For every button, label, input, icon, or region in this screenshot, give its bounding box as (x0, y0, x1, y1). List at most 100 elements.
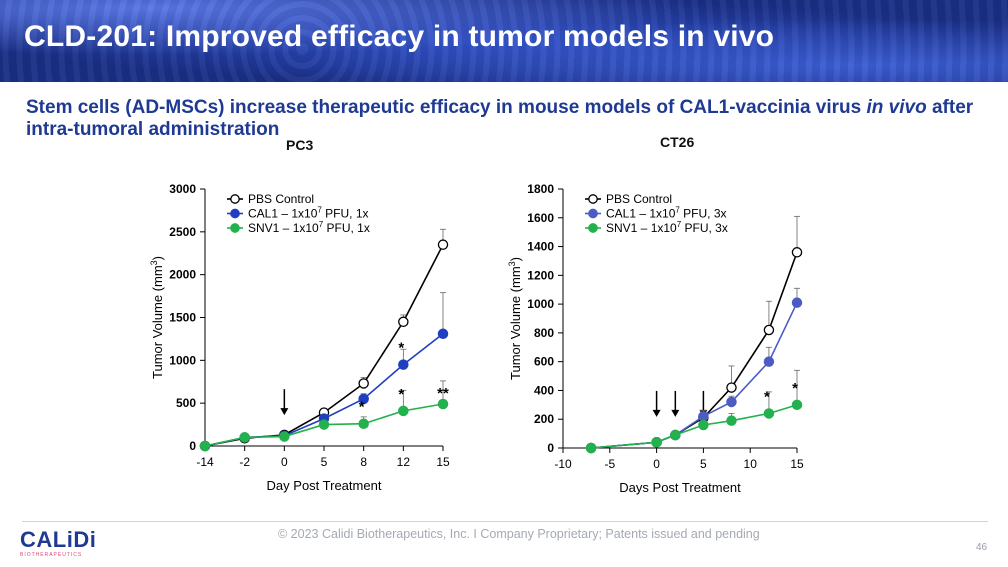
y-axis-label: Tumor Volume (mm3) (149, 256, 165, 379)
data-point (791, 297, 803, 308)
y-tick-label: 1800 (527, 182, 554, 196)
x-tick-label: 0 (281, 455, 288, 469)
legend-label: PBS Control (248, 192, 314, 206)
y-tick-label: 2500 (169, 225, 196, 239)
legend-marker (588, 208, 598, 219)
y-tick-label: 400 (534, 383, 554, 397)
legend-label-sup: 7 (675, 206, 680, 215)
subtitle-text-before: Stem cells (AD-MSCs) increase therapeuti… (26, 97, 867, 118)
legend-label: CAL1 – 1x107 PFU, 3x (606, 206, 727, 221)
y-tick-label: 800 (534, 326, 554, 340)
significance-marker: * (398, 340, 404, 357)
data-point (670, 429, 681, 441)
legend-label-text: PBS Control (606, 192, 672, 206)
x-axis-label: Day Post Treatment (267, 478, 382, 493)
x-tick-label: -2 (239, 455, 250, 469)
y-axis-label-text: Tumor Volume (mm (150, 265, 165, 379)
data-point (358, 418, 369, 429)
legend-label: PBS Control (606, 192, 672, 206)
data-point (199, 440, 211, 452)
treatment-arrow-head (280, 408, 289, 416)
legend-marker (230, 194, 240, 204)
treatment-arrow-head (652, 409, 661, 417)
data-point (437, 239, 449, 250)
x-tick-label: 10 (744, 457, 758, 471)
data-point (358, 378, 369, 389)
legend-label: SNV1 – 1x107 PFU, 1x (248, 220, 370, 235)
x-tick-label: 8 (360, 455, 367, 469)
legend-marker (230, 208, 240, 219)
legend-label-sup: 7 (319, 220, 324, 229)
x-tick-label: 5 (321, 455, 328, 469)
y-tick-label: 1200 (527, 268, 554, 282)
pc3-chart: 0 500 1000 1500 2000 2500 3000 -14 -2 0 5 8 12 15 Day … (149, 182, 450, 493)
significance-marker: * (764, 388, 770, 405)
y-tick-label: 1400 (527, 240, 554, 254)
y-tick-label: 1000 (527, 297, 554, 311)
legend-label-suffix: PFU, 3x (681, 221, 728, 235)
data-point (318, 419, 330, 430)
data-point (651, 436, 662, 448)
y-axis-label-sup: 3 (507, 261, 517, 266)
data-point (726, 396, 737, 408)
significance-marker: * (359, 399, 365, 416)
y-tick-label: 600 (534, 355, 554, 369)
data-point (791, 247, 803, 258)
x-tick-label: -5 (604, 457, 615, 471)
significance-marker: * (398, 386, 404, 403)
subtitle-text-after: after intra-tumoral administration (26, 97, 974, 140)
legend-label-suffix: PFU, 3x (680, 207, 727, 221)
y-axis-label-sup: 3 (149, 260, 159, 265)
data-point (763, 408, 775, 419)
data-point (763, 324, 775, 336)
legend-label-sup: 7 (317, 206, 322, 215)
legend-label-sup: 7 (677, 220, 682, 229)
legend-label-suffix: PFU, 1x (323, 221, 370, 235)
legend-label: SNV1 – 1x107 PFU, 3x (606, 220, 728, 235)
legend-marker (588, 194, 598, 204)
significance-marker: * (792, 380, 798, 397)
x-tick-label: 12 (397, 455, 411, 469)
ct26-chart: 0 200 400 600 800 1000 1200 1400 1600 1800 -10 -5 0 5… (507, 182, 804, 495)
legend-label-text: PBS Control (248, 192, 314, 206)
data-point (698, 419, 709, 431)
header-banner (0, 0, 1008, 82)
y-axis-label: Tumor Volume (mm3) (507, 257, 523, 380)
data-point (791, 399, 803, 411)
legend-label-text: CAL1 – 1x10 (248, 207, 318, 221)
x-tick-label: 15 (790, 457, 804, 471)
footer-divider (22, 521, 988, 522)
data-point (437, 398, 449, 410)
legend-label-text: CAL1 – 1x10 (606, 207, 676, 221)
y-tick-label: 200 (534, 412, 554, 426)
significance-marker: ** (437, 385, 449, 402)
x-tick-label: -14 (196, 455, 214, 469)
data-point (726, 382, 737, 393)
data-point (437, 328, 449, 340)
calidi-logo: CALiDi BIOTHERAPEUTICS (20, 529, 96, 559)
x-tick-label: 0 (653, 457, 660, 471)
ct26-chart-title: CT26 (660, 134, 695, 150)
data-point (239, 432, 250, 443)
page-number: 46 (976, 542, 988, 553)
legend-label-suffix: PFU, 1x (322, 207, 369, 221)
y-axis-label-close: ) (150, 256, 165, 260)
y-tick-label: 500 (176, 396, 196, 410)
legend-label: CAL1 – 1x107 PFU, 1x (248, 206, 369, 221)
legend-marker (230, 223, 240, 233)
subtitle-text-italic: in vivo (866, 97, 927, 118)
logo-subtext: BIOTHERAPEUTICS (20, 552, 83, 558)
data-point (726, 415, 737, 426)
y-tick-label: 1000 (169, 353, 196, 367)
data-point (763, 356, 775, 367)
slide-title: CLD-201: Improved efficacy in tumor mode… (24, 20, 775, 53)
y-tick-label: 0 (547, 441, 554, 455)
footer-copyright: © 2023 Calidi Biotherapeutics, Inc. I Co… (278, 527, 760, 541)
data-point (358, 393, 369, 405)
y-axis-label-close: ) (508, 257, 523, 261)
legend-label-text: SNV1 – 1x10 (606, 221, 677, 235)
data-point (585, 442, 597, 454)
pc3-chart-title: PC3 (286, 137, 314, 153)
x-tick-label: 15 (436, 455, 450, 469)
